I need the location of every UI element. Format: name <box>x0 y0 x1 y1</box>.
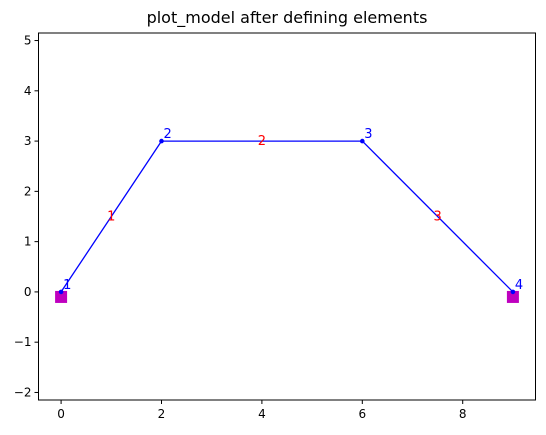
plot-area <box>38 32 536 401</box>
support-markers <box>55 290 519 303</box>
y-tick-label: −1 <box>14 335 32 349</box>
y-tick-label: 5 <box>24 34 32 48</box>
element-label: 2 <box>258 134 266 149</box>
chart-labels: 1 2 3 1 2 3 4 <box>63 127 523 293</box>
y-tick-label: 2 <box>24 184 32 198</box>
node-label: 1 <box>63 278 71 293</box>
support-marker <box>506 290 519 303</box>
node-marker <box>58 289 64 295</box>
element-line <box>361 140 514 293</box>
y-tick-label: 3 <box>24 134 32 148</box>
element-lines <box>60 140 514 293</box>
node-markers <box>58 138 516 295</box>
node-label: 2 <box>163 127 171 142</box>
chart-title: plot_model after defining elements <box>147 8 428 28</box>
element-line <box>60 140 163 293</box>
y-tick-label: 4 <box>24 84 32 98</box>
y-tick-label: −2 <box>14 385 32 399</box>
node-label: 4 <box>515 278 523 293</box>
x-tick-label: 4 <box>258 407 266 421</box>
x-tick-label: 0 <box>57 407 65 421</box>
x-tick-label: 8 <box>459 407 467 421</box>
node-marker <box>510 289 516 295</box>
x-tick-label: 6 <box>358 407 366 421</box>
node-label: 3 <box>364 127 372 142</box>
node-marker <box>159 138 164 144</box>
support-marker <box>55 290 68 303</box>
element-label: 3 <box>433 210 441 225</box>
x-tick-label: 2 <box>158 407 166 421</box>
element-label: 1 <box>107 210 115 225</box>
y-tick-label: 0 <box>24 285 32 299</box>
node-marker <box>360 138 365 144</box>
y-tick-label: 1 <box>24 235 32 249</box>
y-axis-ticks: −2 −1 0 1 2 3 4 5 <box>14 34 39 399</box>
x-axis-ticks: 0 2 4 6 8 <box>57 400 467 421</box>
